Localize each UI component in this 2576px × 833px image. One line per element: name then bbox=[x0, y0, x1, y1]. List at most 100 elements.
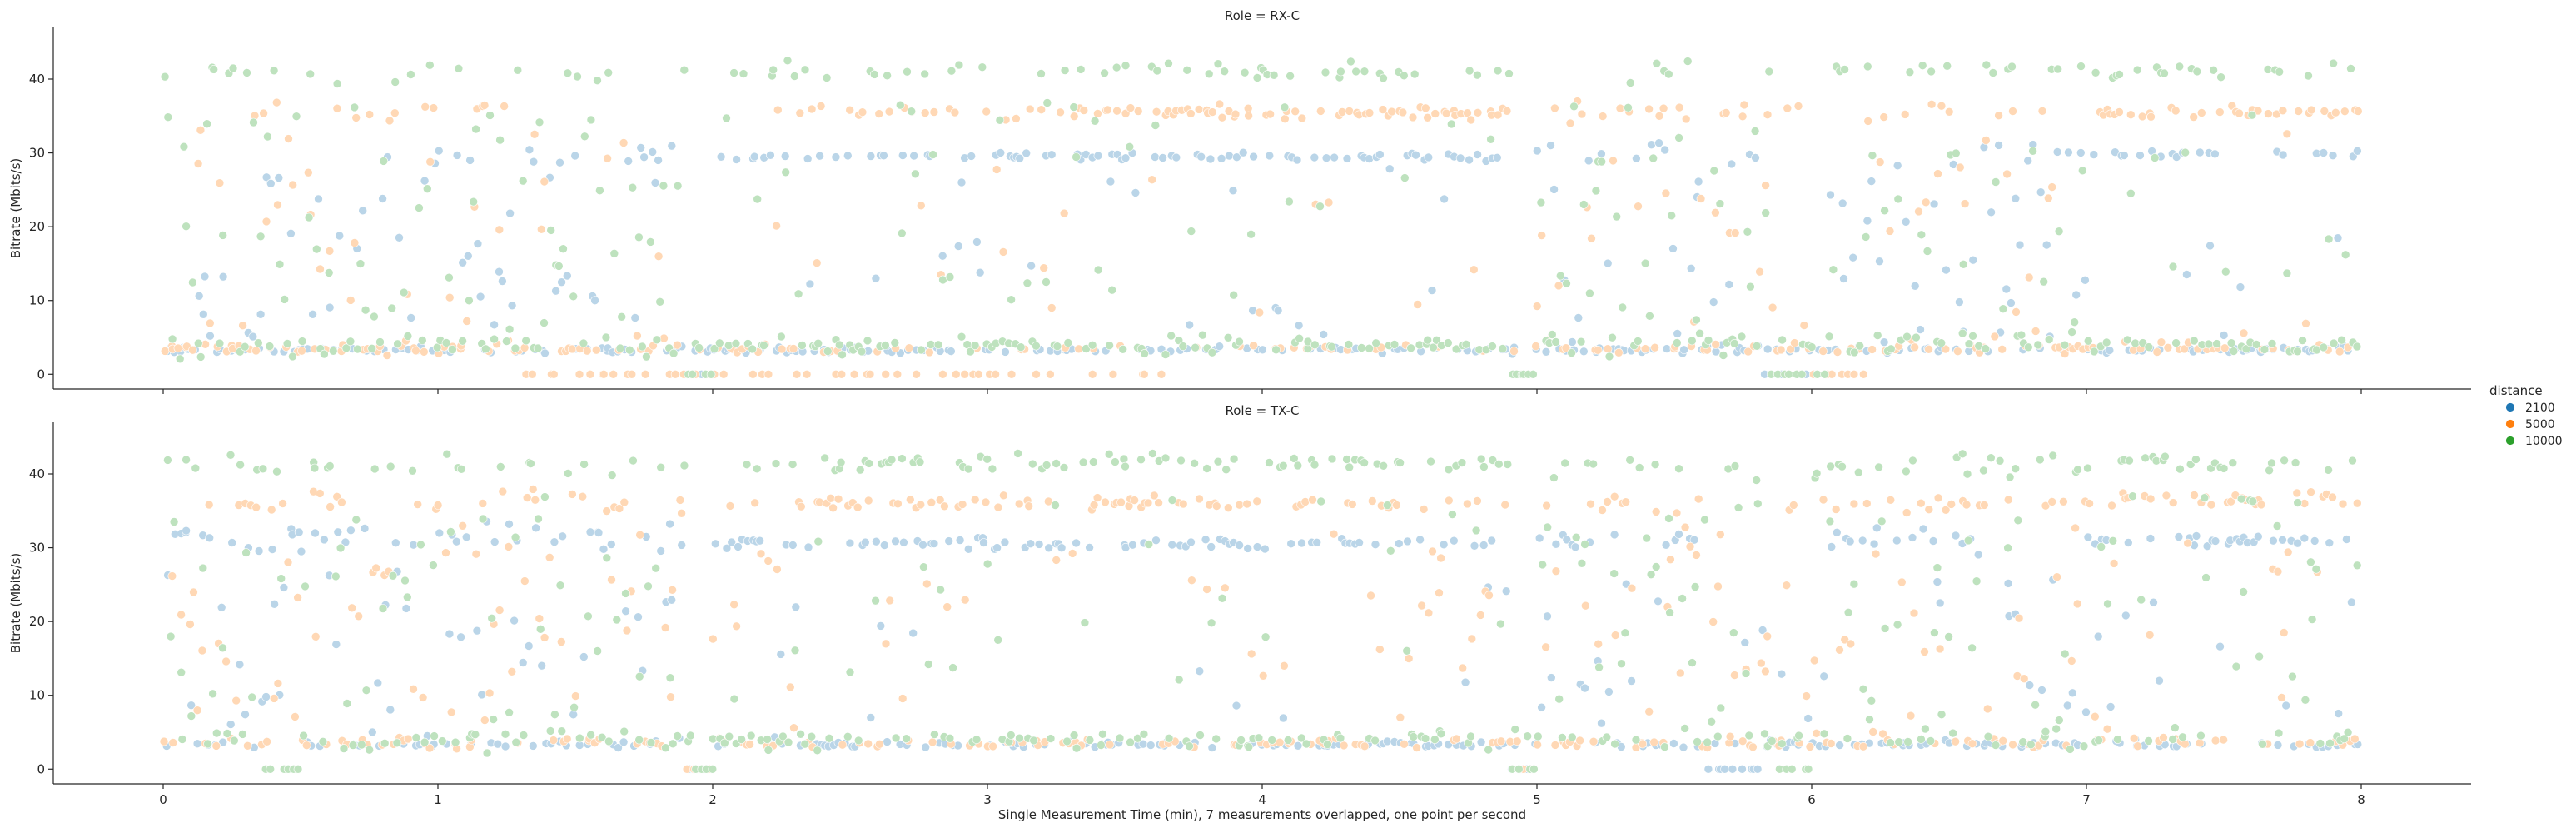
data-point-5000 bbox=[1400, 739, 1409, 749]
data-point-10000 bbox=[823, 347, 833, 356]
data-point-10000 bbox=[2200, 493, 2210, 503]
data-point-5000 bbox=[917, 201, 926, 211]
data-point-10000 bbox=[316, 344, 326, 353]
data-point-5000 bbox=[1242, 499, 1251, 509]
data-point-10000 bbox=[1887, 344, 1896, 354]
data-point-2100 bbox=[1136, 344, 1145, 354]
data-point-10000 bbox=[665, 673, 675, 683]
data-point-10000 bbox=[1512, 369, 1521, 379]
data-point-2100 bbox=[1904, 741, 1914, 750]
data-point-10000 bbox=[1695, 328, 1704, 338]
data-point-5000 bbox=[1047, 303, 1057, 312]
data-point-2100 bbox=[286, 524, 296, 534]
data-point-10000 bbox=[2186, 460, 2196, 469]
data-point-10000 bbox=[771, 459, 781, 468]
data-point-5000 bbox=[1696, 194, 1706, 203]
data-point-10000 bbox=[402, 592, 412, 602]
data-point-10000 bbox=[1029, 736, 1038, 746]
data-point-10000 bbox=[1256, 63, 1266, 72]
data-point-2100 bbox=[2207, 536, 2217, 546]
data-point-2100 bbox=[1271, 303, 1281, 312]
data-point-10000 bbox=[1458, 341, 1467, 350]
data-point-5000 bbox=[1231, 741, 1241, 750]
data-point-10000 bbox=[729, 694, 739, 704]
data-point-5000 bbox=[1812, 369, 1822, 379]
data-point-5000 bbox=[2227, 101, 2237, 111]
data-point-10000 bbox=[1558, 733, 1567, 742]
data-point-2100 bbox=[1948, 160, 1958, 169]
data-point-2100 bbox=[2146, 343, 2155, 353]
data-point-2100 bbox=[451, 536, 461, 546]
data-point-5000 bbox=[657, 741, 667, 751]
data-point-2100 bbox=[1987, 738, 1996, 748]
data-point-5000 bbox=[1598, 112, 1608, 121]
data-point-10000 bbox=[356, 259, 366, 268]
data-point-10000 bbox=[793, 289, 803, 299]
data-point-10000 bbox=[437, 736, 447, 746]
data-point-2100 bbox=[1622, 579, 1631, 589]
data-point-2100 bbox=[972, 237, 982, 247]
data-point-5000 bbox=[2028, 742, 2038, 752]
data-point-2100 bbox=[1882, 738, 1892, 748]
data-point-5000 bbox=[626, 586, 636, 596]
data-point-5000 bbox=[1933, 169, 1942, 178]
data-point-2100 bbox=[1814, 345, 1824, 355]
data-point-5000 bbox=[1924, 344, 1933, 354]
data-point-2100 bbox=[1966, 534, 1975, 544]
data-point-2100 bbox=[2101, 348, 2111, 357]
data-point-10000 bbox=[166, 631, 176, 641]
data-point-10000 bbox=[1543, 522, 1552, 532]
data-point-5000 bbox=[796, 501, 806, 511]
data-point-5000 bbox=[2041, 501, 2051, 511]
data-point-2100 bbox=[1001, 347, 1010, 357]
data-point-5000 bbox=[1014, 499, 1024, 509]
data-point-10000 bbox=[1140, 349, 1149, 358]
data-point-5000 bbox=[2350, 734, 2360, 744]
x-tick-label: 5 bbox=[1533, 792, 1541, 807]
data-point-10000 bbox=[2237, 342, 2246, 352]
data-point-10000 bbox=[1905, 67, 1915, 77]
data-point-2100 bbox=[1994, 141, 2003, 150]
data-point-5000 bbox=[988, 741, 997, 751]
data-point-10000 bbox=[454, 64, 464, 73]
data-point-5000 bbox=[668, 585, 677, 595]
data-point-2100 bbox=[1192, 150, 1202, 159]
data-point-5000 bbox=[337, 497, 346, 507]
data-point-2100 bbox=[1103, 737, 1113, 747]
data-point-10000 bbox=[1649, 153, 1658, 163]
data-point-2100 bbox=[574, 741, 584, 750]
data-point-10000 bbox=[445, 272, 454, 282]
data-point-10000 bbox=[962, 340, 972, 349]
data-point-2100 bbox=[2239, 532, 2249, 542]
data-point-2100 bbox=[843, 151, 853, 161]
data-point-10000 bbox=[987, 464, 997, 474]
data-point-2100 bbox=[2137, 346, 2147, 356]
data-point-2100 bbox=[880, 541, 889, 550]
data-point-5000 bbox=[309, 486, 318, 496]
data-point-5000 bbox=[326, 502, 335, 511]
data-point-5000 bbox=[708, 369, 717, 379]
data-point-2100 bbox=[673, 342, 683, 352]
data-point-2100 bbox=[720, 346, 730, 356]
data-point-2100 bbox=[1466, 741, 1476, 751]
data-point-5000 bbox=[273, 679, 283, 688]
data-point-2100 bbox=[361, 739, 371, 749]
data-point-2100 bbox=[1459, 741, 1468, 751]
data-point-2100 bbox=[2278, 535, 2287, 545]
data-point-5000 bbox=[168, 738, 178, 747]
data-point-10000 bbox=[1703, 336, 1713, 345]
data-point-10000 bbox=[1090, 117, 1100, 126]
data-point-10000 bbox=[1713, 731, 1723, 741]
data-point-5000 bbox=[1743, 347, 1753, 357]
data-point-10000 bbox=[1310, 340, 1320, 350]
data-point-10000 bbox=[1730, 461, 1740, 471]
data-point-5000 bbox=[1051, 501, 1060, 511]
data-point-5000 bbox=[1040, 737, 1050, 746]
data-point-5000 bbox=[925, 347, 934, 357]
data-point-2100 bbox=[256, 309, 266, 319]
data-point-5000 bbox=[1676, 668, 1685, 678]
data-point-5000 bbox=[2024, 272, 2034, 282]
data-point-10000 bbox=[1942, 62, 1952, 71]
data-point-2100 bbox=[1783, 369, 1793, 379]
data-point-10000 bbox=[957, 332, 967, 342]
